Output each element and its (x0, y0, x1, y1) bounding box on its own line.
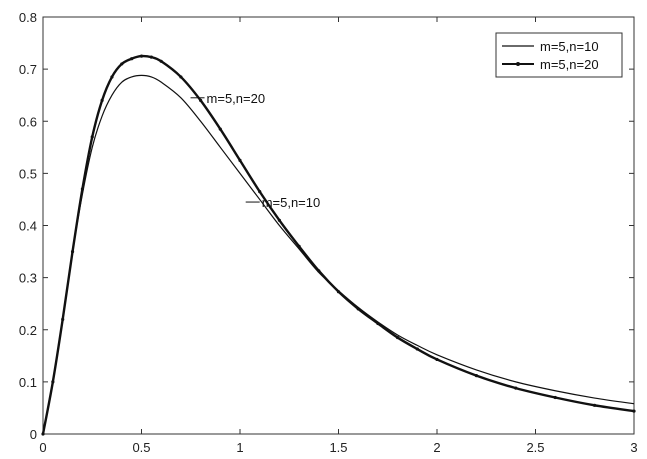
legend-box (495, 32, 623, 78)
x-tick-label: 0 (39, 440, 46, 455)
series-point (110, 75, 114, 79)
series-layer (41, 54, 636, 436)
legend-label: m=5,n=20 (540, 57, 599, 72)
annotation-label: m=5,n=10 (262, 195, 321, 210)
series-point (396, 335, 400, 340)
legend: m=5,n=10 m=5,n=20 (495, 32, 623, 78)
y-tick-label: 0.8 (19, 10, 37, 25)
y-tick-label: 0.1 (19, 375, 37, 390)
series-point (199, 98, 203, 102)
y-tick-label: 0.7 (19, 62, 37, 77)
series-point (61, 317, 65, 321)
series-point (258, 190, 262, 194)
x-tick-label: 0.5 (132, 440, 150, 455)
legend-marker (516, 62, 520, 66)
series-point (474, 374, 478, 378)
series-point (514, 386, 518, 390)
series-point (80, 187, 84, 191)
series-point (356, 307, 360, 311)
y-axis: 0 0.1 0.2 0.3 0.4 0.5 0.6 0.7 0.8 (19, 10, 634, 442)
y-tick-label: 0.4 (19, 219, 37, 234)
series-point (297, 244, 301, 248)
series-point (90, 135, 94, 139)
series-point (179, 75, 183, 79)
x-tick-label: 3 (630, 440, 637, 455)
series-point (415, 347, 419, 351)
series-point (317, 269, 321, 273)
plot-area (42, 16, 635, 435)
series-point (120, 62, 124, 66)
x-tick-label: 1 (236, 440, 243, 455)
y-tick-label: 0.6 (19, 114, 37, 129)
series-point (553, 395, 557, 400)
series-point (238, 158, 242, 162)
series-point (100, 98, 104, 102)
series-point (139, 54, 144, 58)
series-point (435, 357, 439, 362)
legend-label: m=5,n=10 (540, 39, 599, 54)
y-tick-label: 0.3 (19, 271, 37, 286)
y-tick-label: 0 (30, 427, 37, 442)
series-point (218, 127, 222, 131)
series-point (632, 409, 636, 413)
series-point (159, 59, 163, 63)
x-tick-label: 1.5 (329, 440, 347, 455)
series-point (130, 57, 134, 61)
series-point (277, 218, 281, 222)
series-line-1 (42, 74, 635, 435)
y-tick-label: 0.2 (19, 323, 37, 338)
series-point (593, 403, 597, 407)
series-point (376, 321, 380, 326)
series-point (70, 249, 75, 254)
x-axis: 0 0.5 1 1.5 2 2.5 3 (39, 17, 638, 455)
series-point (51, 380, 55, 384)
series-line-2 (41, 54, 635, 435)
x-tick-label: 2.5 (526, 440, 544, 455)
y-tick-label: 0.5 (19, 166, 37, 181)
series-point (149, 55, 153, 59)
annotation-label: m=5,n=20 (207, 91, 266, 106)
series-point (336, 290, 341, 294)
annotations: m=5,n=20 m=5,n=10 (190, 91, 321, 210)
x-tick-label: 2 (433, 440, 440, 455)
series-point (41, 432, 45, 436)
